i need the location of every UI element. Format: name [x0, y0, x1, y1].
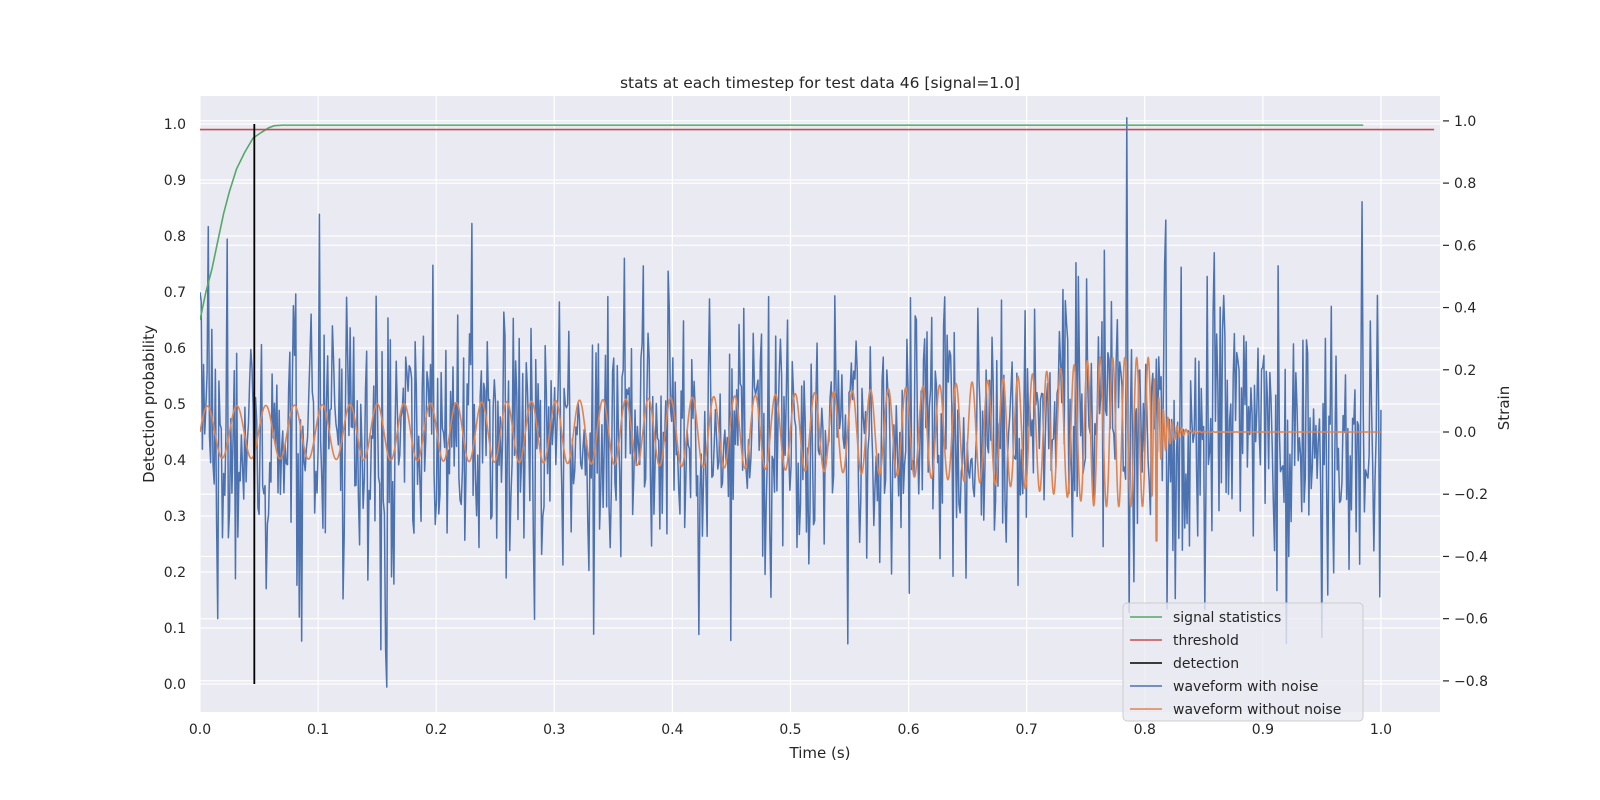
y-tick-label: 0.4 — [164, 453, 186, 469]
legend-label-detection: detection — [1173, 656, 1239, 672]
y2-tick-label: 0.8 — [1454, 176, 1476, 192]
series-waveform-without-noise — [200, 356, 1382, 542]
x-tick-label: 0.1 — [307, 722, 329, 738]
x-axis-ticks: 0.0 0.1 0.2 0.3 0.4 0.5 0.6 0.7 0.8 0.9 1.0 — [189, 722, 1392, 738]
y-tick-label: 0.5 — [164, 397, 186, 413]
series-layer — [200, 117, 1435, 688]
y-tick-label: 0.7 — [164, 285, 186, 301]
y-tick-label: 0.8 — [164, 229, 186, 245]
y2-tick-label: −0.2 — [1454, 487, 1488, 503]
x-tick-label: 0.3 — [543, 722, 565, 738]
legend-label-waveform-with-noise: waveform with noise — [1173, 679, 1318, 695]
y-tick-label: 1.0 — [164, 117, 186, 133]
y-tick-label: 0.9 — [164, 173, 186, 189]
y2-tick-label: 0.2 — [1454, 363, 1476, 379]
y-tick-label: 0.2 — [164, 565, 186, 581]
y2-tick-label: −0.4 — [1454, 549, 1488, 565]
y-tick-label: 0.1 — [164, 621, 186, 637]
legend: signal statistics threshold detection wa… — [1122, 602, 1364, 722]
x-tick-label: 0.7 — [1016, 722, 1038, 738]
legend-box — [1122, 602, 1364, 722]
y2-tick-label: −0.6 — [1454, 612, 1488, 628]
x-axis-label: Time (s) — [789, 744, 851, 762]
legend-label-threshold: threshold — [1173, 633, 1239, 649]
y2-tick-label: 0.6 — [1454, 238, 1476, 254]
legend-label-signal-statistics: signal statistics — [1173, 610, 1281, 626]
x-tick-label: 1.0 — [1370, 722, 1392, 738]
series-waveform-with-noise — [200, 117, 1382, 688]
y2-tick-label: 0.4 — [1454, 301, 1476, 317]
series-signal-statistics — [200, 124, 1364, 321]
x-tick-label: 0.4 — [661, 722, 683, 738]
y2-tick-label: −0.8 — [1454, 674, 1488, 690]
x-tick-label: 0.5 — [779, 722, 801, 738]
x-tick-label: 0.9 — [1252, 722, 1274, 738]
chart-title: stats at each timestep for test data 46 … — [620, 74, 1020, 92]
y2-axis-label: Strain — [1495, 386, 1513, 430]
y2-tick-label: 0.0 — [1454, 425, 1476, 441]
x-tick-label: 0.0 — [189, 722, 211, 738]
y-tick-label: 0.0 — [164, 677, 186, 693]
x-tick-label: 0.8 — [1134, 722, 1156, 738]
y-axis-ticks: 0.0 0.1 0.2 0.3 0.4 0.5 0.6 0.7 0.8 0.9 1.0 — [164, 117, 186, 693]
y2-axis-ticks: −0.8 −0.6 −0.4 −0.2 0.0 0.2 0.4 0.6 0.8 1.0 — [1443, 114, 1488, 690]
y-tick-label: 0.3 — [164, 509, 186, 525]
y-tick-label: 0.6 — [164, 341, 186, 357]
y-axis-label: Detection probability — [140, 325, 158, 483]
legend-label-waveform-without-noise: waveform without noise — [1173, 702, 1341, 718]
x-tick-label: 0.6 — [897, 722, 919, 738]
y2-tick-label: 1.0 — [1454, 114, 1476, 130]
x-tick-label: 0.2 — [425, 722, 447, 738]
